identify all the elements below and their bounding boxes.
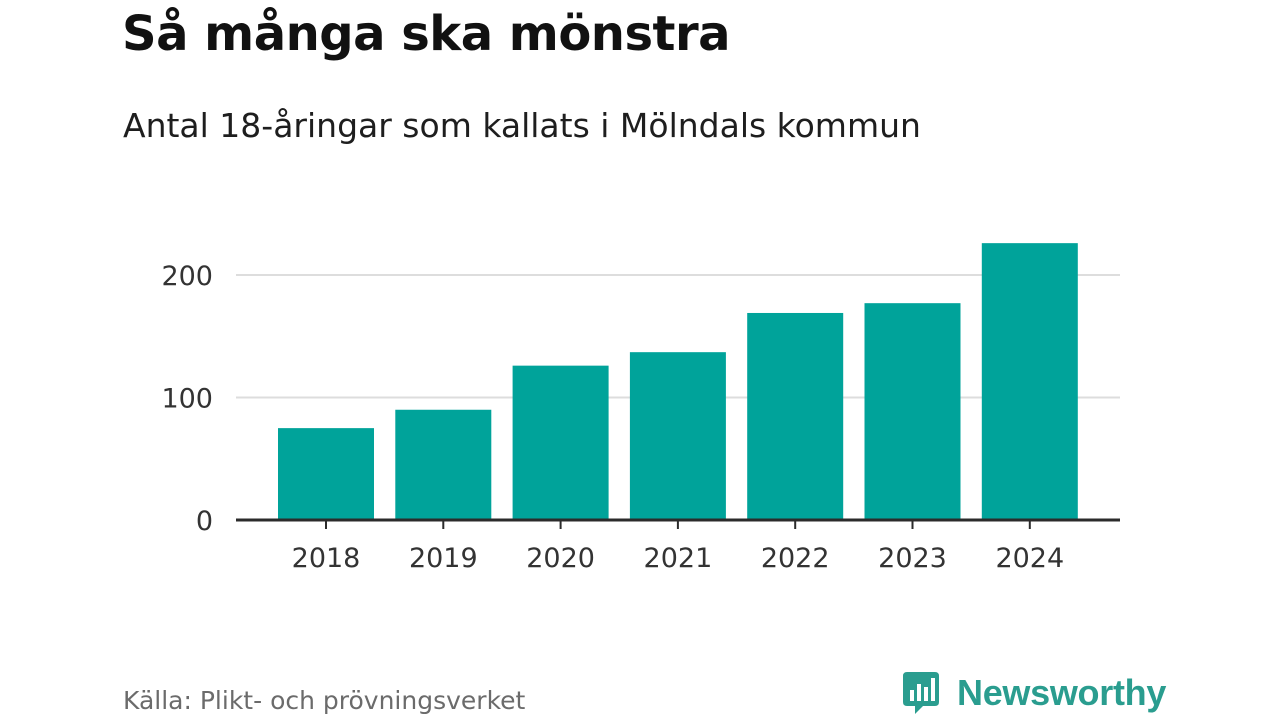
brand-name: Newsworthy	[957, 672, 1167, 713]
bar-2021	[629, 352, 726, 520]
tick-labels: 0 100 200 2018 2019 2020 2021 2022 2023 2024	[161, 261, 1064, 574]
axes	[236, 518, 1120, 529]
bar-2024	[981, 243, 1078, 520]
x-tick-label: 2022	[761, 543, 830, 574]
x-tick-label: 2023	[878, 543, 947, 574]
x-tick-label: 2019	[409, 543, 478, 574]
source-note: Källa: Plikt- och prövningsverket	[123, 686, 526, 715]
newsworthy-logo: Newsworthy	[901, 670, 1166, 716]
bars	[278, 243, 1078, 520]
bar-2022	[747, 312, 844, 520]
chart-subtitle: Antal 18-åringar som kallats i Mölndals …	[123, 106, 921, 145]
y-tick-label: 100	[161, 384, 213, 415]
bar-2023	[864, 303, 961, 520]
bar-2019	[395, 409, 492, 520]
x-tick-label: 2024	[995, 543, 1064, 574]
x-tick-label: 2018	[292, 543, 361, 574]
y-tick-label: 200	[161, 261, 213, 292]
chart-title: Så många ska mönstra	[122, 6, 731, 62]
bar-2018	[278, 428, 374, 520]
y-tick-label: 0	[196, 506, 213, 537]
bar-2020	[512, 365, 609, 520]
bar-chart-speech-bubble-icon	[903, 672, 939, 714]
x-tick-label: 2021	[644, 543, 713, 574]
x-tick-label: 2020	[526, 543, 595, 574]
